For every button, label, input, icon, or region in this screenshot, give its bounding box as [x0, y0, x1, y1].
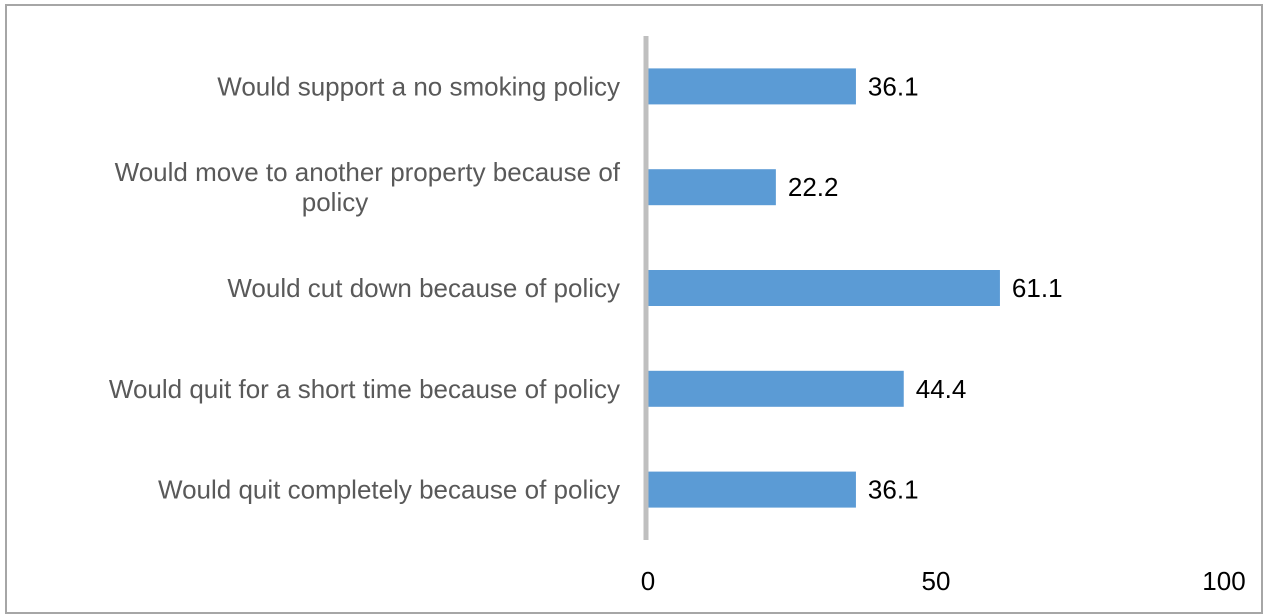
bar-4	[648, 471, 856, 508]
bar-3	[648, 370, 904, 407]
x-tick-label-2: 100	[1202, 566, 1245, 596]
chart-frame	[5, 4, 1263, 614]
bar-2	[648, 270, 1000, 306]
bar-0	[648, 68, 856, 105]
value-label-1: 22.2	[788, 172, 839, 202]
bar-1	[648, 169, 776, 206]
value-label-3: 44.4	[916, 374, 967, 404]
category-label-1: Would move to another property because o…	[115, 157, 621, 217]
x-tick-label-0: 0	[641, 566, 655, 596]
x-tick-label-1: 50	[922, 566, 951, 596]
bars-layer	[648, 68, 1000, 508]
value-label-4: 36.1	[868, 475, 919, 505]
category-label-4: Would quit completely because of policy	[158, 475, 620, 505]
category-label-0: Would support a no smoking policy	[217, 71, 620, 101]
value-label-0: 36.1	[868, 71, 919, 101]
category-label-2: Would cut down because of policy	[227, 273, 620, 303]
value-label-2: 61.1	[1012, 273, 1063, 303]
bar-chart: 36.1 Would support a no smoking policy 22.…	[109, 36, 1246, 596]
category-label-3: Would quit for a short time because of p…	[109, 374, 620, 404]
labels-layer: 36.1 Would support a no smoking policy 22.…	[109, 71, 1246, 596]
